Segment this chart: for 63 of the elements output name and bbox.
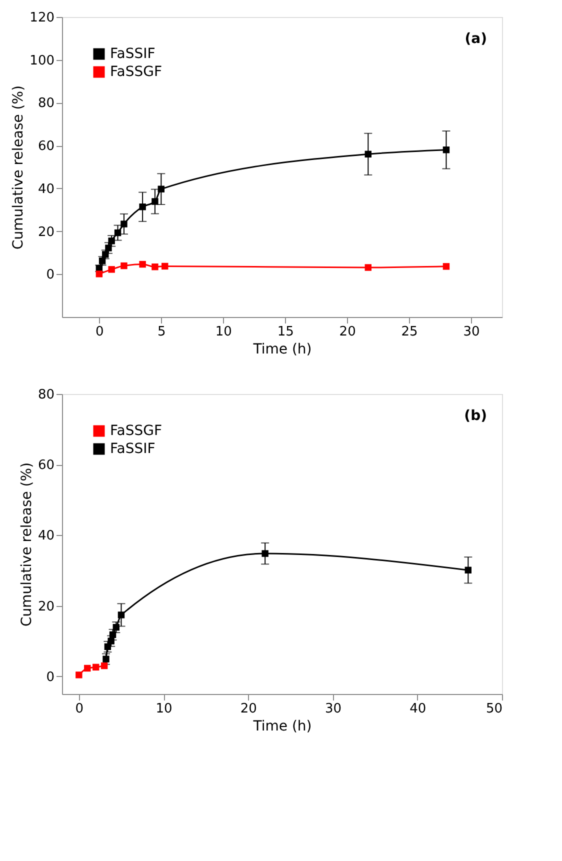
point (109, 631, 116, 638)
legend-label: FaSSIF (110, 46, 156, 62)
y-tick-label: 80 (38, 388, 54, 402)
y-tick-label: 60 (38, 139, 54, 154)
point (364, 264, 372, 271)
point (108, 266, 115, 273)
y-tick-label: 40 (38, 528, 54, 544)
point (139, 204, 146, 210)
point (108, 238, 115, 244)
annotation: (a) (464, 31, 487, 47)
annotation: (b) (464, 408, 487, 424)
point (120, 262, 128, 270)
point (114, 229, 122, 236)
point (152, 264, 158, 270)
point (84, 664, 91, 672)
x-axis-title: Time (h) (252, 718, 312, 734)
y-tick-label: 120 (30, 10, 54, 26)
y-tick-label: 0 (46, 268, 54, 283)
x-tick-label: 15 (277, 324, 294, 340)
y-tick-label: 20 (38, 224, 54, 240)
x-tick-label: 20 (339, 324, 356, 340)
point (262, 550, 268, 557)
point (96, 270, 103, 278)
x-tick-label: 5 (158, 324, 166, 340)
point (108, 638, 114, 644)
y-tick-label: 20 (38, 599, 54, 614)
x-tick-label: 40 (410, 702, 426, 716)
legend-label: FaSSGF (110, 64, 162, 80)
point (105, 244, 112, 252)
point (162, 262, 168, 270)
point (158, 186, 165, 192)
x-tick-label: 0 (96, 324, 104, 340)
point (364, 150, 372, 158)
point (464, 566, 472, 574)
x-tick-label: 50 (486, 702, 502, 716)
point (120, 220, 128, 228)
x-axis-title: Time (h) (252, 342, 312, 358)
y-tick-label: 40 (38, 182, 54, 197)
legend-label: FaSSIF (110, 441, 156, 457)
x-tick-label: 30 (324, 702, 342, 716)
point (100, 662, 108, 670)
point (442, 146, 450, 154)
point (76, 672, 82, 678)
point (92, 664, 100, 671)
legend-label: FaSSGF (110, 423, 162, 439)
x-tick-label: 0 (75, 702, 84, 716)
x-tick-label: 25 (401, 324, 418, 340)
y-axis-title: Cumulative release (%) (18, 462, 35, 627)
x-tick-label: 10 (156, 702, 172, 716)
x-tick-label: 20 (240, 702, 257, 716)
y-tick-label: 0 (46, 670, 54, 685)
point (139, 260, 146, 268)
point (442, 263, 450, 270)
point (118, 612, 125, 618)
point (102, 656, 110, 662)
x-tick-label: 10 (215, 324, 232, 340)
y-tick-label: 60 (38, 458, 54, 474)
point (112, 624, 120, 631)
point (152, 198, 158, 205)
y-axis-title: Cumulative release (%) (10, 85, 27, 250)
x-tick-label: 30 (463, 324, 480, 340)
y-tick-label: 100 (30, 53, 54, 68)
y-tick-label: 80 (38, 96, 54, 112)
